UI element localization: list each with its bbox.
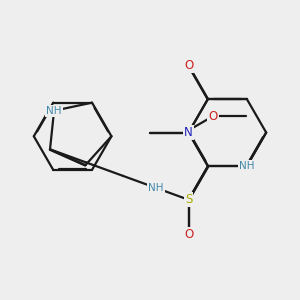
- Text: O: O: [184, 59, 193, 72]
- Text: NH: NH: [46, 106, 62, 116]
- Text: NH: NH: [239, 161, 254, 171]
- Text: O: O: [184, 228, 193, 241]
- Text: O: O: [208, 110, 218, 122]
- Text: NH: NH: [148, 183, 164, 193]
- Text: N: N: [184, 126, 193, 139]
- Text: S: S: [185, 193, 192, 206]
